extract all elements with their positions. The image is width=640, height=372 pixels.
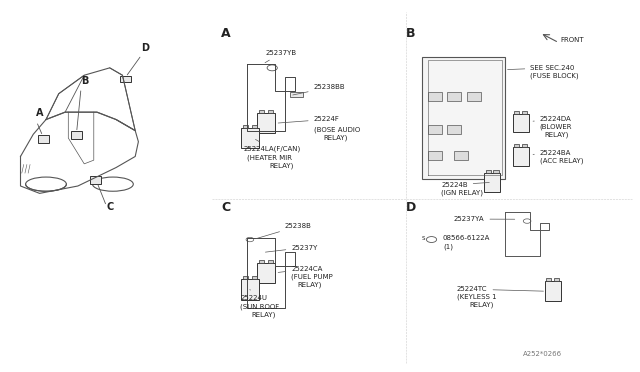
Bar [486, 170, 491, 173]
Bar [268, 110, 273, 113]
Text: 25238B: 25238B [256, 223, 312, 239]
Text: (FUEL PUMP: (FUEL PUMP [291, 274, 333, 280]
Bar [241, 128, 259, 148]
Text: (SUN ROOF: (SUN ROOF [241, 304, 280, 310]
Text: 25224LA(F/CAN): 25224LA(F/CAN) [244, 140, 301, 153]
Bar [257, 113, 275, 134]
Text: (BOSE AUDIO: (BOSE AUDIO [314, 126, 360, 133]
Bar [454, 151, 468, 160]
Text: RELAY): RELAY) [252, 311, 276, 318]
Bar [514, 144, 519, 147]
Bar [447, 125, 461, 134]
Text: 25224CA: 25224CA [278, 266, 323, 272]
Text: SEE SEC.240: SEE SEC.240 [508, 65, 575, 71]
Bar [268, 260, 273, 263]
Bar [259, 260, 264, 263]
Text: (FUSE BLOCK): (FUSE BLOCK) [531, 73, 579, 79]
Text: A252*0266: A252*0266 [523, 351, 562, 357]
Bar [243, 125, 248, 128]
Text: S: S [422, 236, 426, 241]
Text: 08566-6122A: 08566-6122A [436, 234, 490, 241]
Text: (IGN RELAY): (IGN RELAY) [441, 190, 483, 196]
Text: 25237YA: 25237YA [454, 216, 515, 222]
Text: 25238BB: 25238BB [292, 84, 345, 95]
Text: (BLOWER: (BLOWER [540, 124, 572, 130]
Text: B: B [81, 77, 88, 86]
Bar [467, 92, 481, 101]
Text: 25224U: 25224U [241, 289, 268, 301]
Bar [514, 111, 519, 114]
Text: RELAY): RELAY) [298, 282, 322, 288]
Bar [243, 276, 248, 279]
Text: 25224TC: 25224TC [457, 286, 543, 292]
Bar [241, 279, 259, 299]
Text: 25224BA: 25224BA [533, 150, 572, 155]
Bar [546, 278, 551, 281]
Bar [545, 281, 561, 301]
Text: D: D [406, 201, 416, 214]
Bar [290, 92, 303, 97]
Bar [252, 276, 257, 279]
Text: 25224F: 25224F [278, 116, 339, 123]
Bar [257, 263, 275, 283]
Bar [259, 110, 264, 113]
Bar [120, 76, 131, 82]
Text: (KEYLESS 1: (KEYLESS 1 [457, 294, 497, 301]
Text: D: D [141, 43, 150, 53]
Bar [71, 131, 83, 139]
Text: (ACC RELAY): (ACC RELAY) [540, 157, 583, 164]
Text: C: C [221, 201, 230, 214]
Text: 25237Y: 25237Y [266, 244, 317, 252]
Bar [522, 144, 527, 147]
Bar [513, 147, 529, 166]
Bar [252, 125, 257, 128]
Bar [484, 173, 500, 192]
Text: A: A [36, 108, 44, 118]
Bar [447, 92, 461, 101]
Text: RELAY): RELAY) [323, 134, 348, 141]
Bar [428, 125, 442, 134]
Bar [513, 114, 529, 132]
Text: 25224B: 25224B [441, 182, 490, 188]
Text: RELAY): RELAY) [470, 302, 494, 308]
Bar [428, 92, 442, 101]
Bar [522, 111, 527, 114]
Text: RELAY): RELAY) [544, 131, 569, 138]
Bar [422, 57, 505, 179]
Text: (1): (1) [443, 243, 453, 250]
Bar [554, 278, 559, 281]
Bar [38, 135, 49, 143]
Bar [428, 151, 442, 160]
Bar [90, 176, 101, 184]
Text: A: A [221, 27, 231, 40]
Text: B: B [406, 27, 415, 40]
Text: C: C [106, 202, 114, 212]
Bar [493, 170, 499, 173]
Text: FRONT: FRONT [561, 37, 584, 43]
Text: 25237YB: 25237YB [265, 50, 297, 63]
Text: RELAY): RELAY) [269, 163, 293, 169]
Text: 25224DA: 25224DA [533, 116, 572, 122]
Text: (HEATER MIR: (HEATER MIR [246, 154, 292, 161]
